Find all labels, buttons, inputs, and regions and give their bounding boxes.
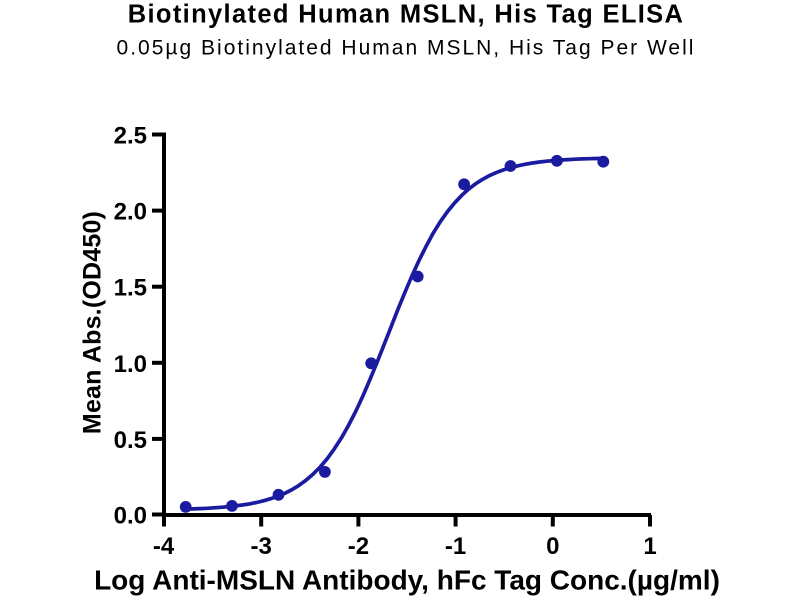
svg-text:-4: -4 <box>153 533 175 560</box>
svg-text:-2: -2 <box>348 533 369 560</box>
svg-text:0.5: 0.5 <box>114 427 147 454</box>
svg-text:0.0: 0.0 <box>114 503 147 530</box>
svg-text:1: 1 <box>643 533 656 560</box>
svg-text:0.05µg Biotinylated Human MSLN: 0.05µg Biotinylated Human MSLN, His Tag … <box>117 36 696 59</box>
svg-text:0: 0 <box>546 533 559 560</box>
svg-text:Mean Abs.(OD450): Mean Abs.(OD450) <box>79 211 107 434</box>
svg-text:-1: -1 <box>445 533 466 560</box>
svg-text:2.0: 2.0 <box>114 199 147 226</box>
svg-text:2.5: 2.5 <box>114 123 147 150</box>
svg-text:1.5: 1.5 <box>114 275 147 302</box>
svg-text:Biotinylated Human MSLN, His T: Biotinylated Human MSLN, His Tag ELISA <box>128 1 685 29</box>
svg-text:1.0: 1.0 <box>114 351 147 378</box>
svg-text:-3: -3 <box>251 533 272 560</box>
svg-text:Log Anti-MSLN Antibody, hFc Ta: Log Anti-MSLN Antibody, hFc Tag Conc.(µg… <box>94 565 720 596</box>
